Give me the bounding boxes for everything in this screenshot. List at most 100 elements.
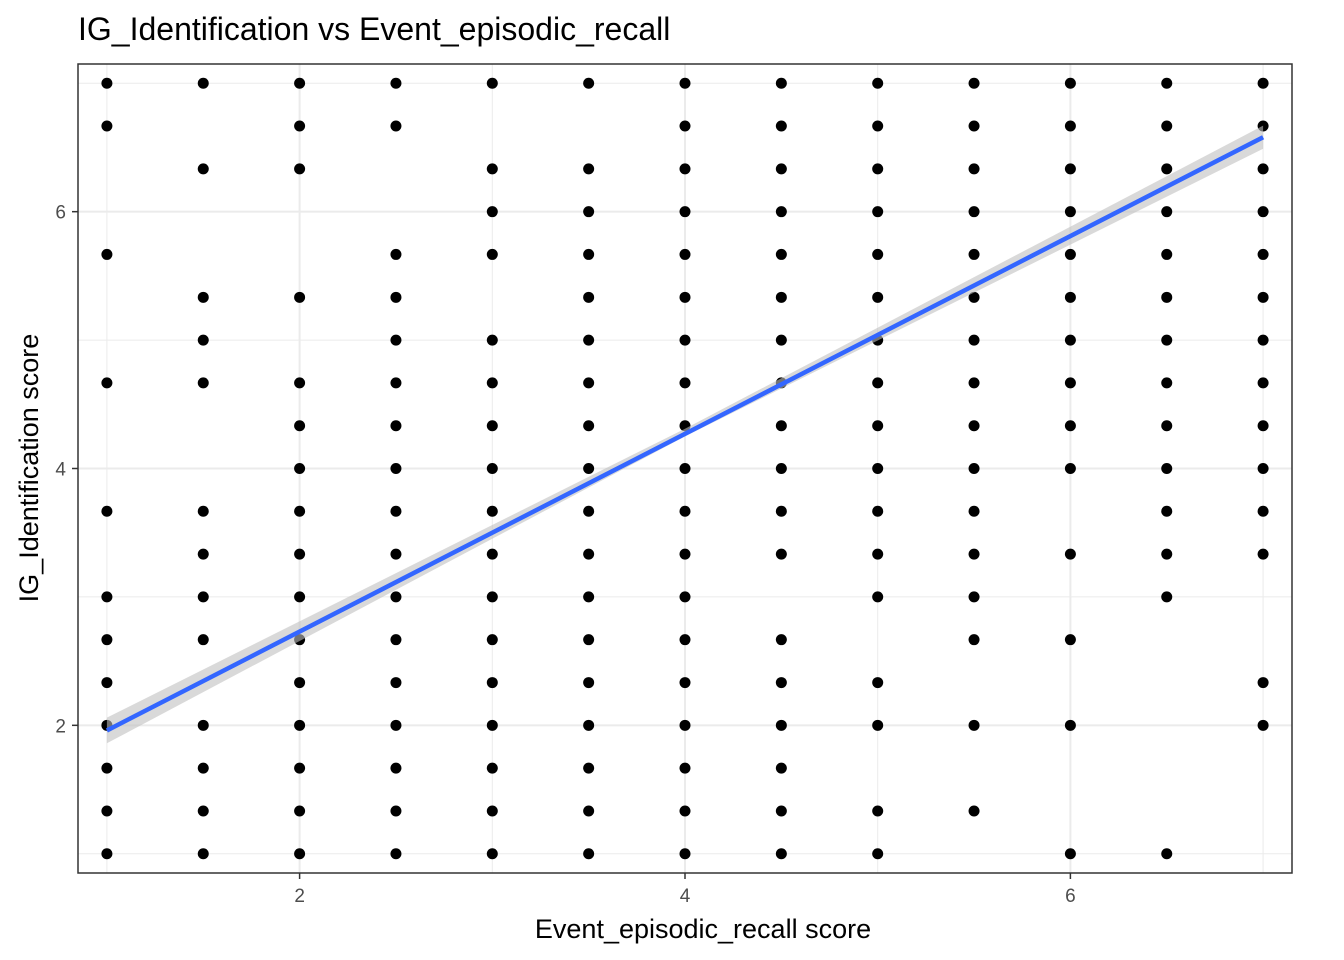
data-point (872, 591, 884, 603)
data-point (1257, 505, 1269, 517)
data-point (294, 377, 306, 389)
data-point (775, 677, 787, 689)
data-point (1161, 420, 1173, 432)
data-point (1161, 206, 1173, 218)
data-point (583, 463, 595, 474)
data-point (1064, 291, 1076, 303)
data-point (968, 377, 980, 389)
data-point (583, 505, 595, 517)
data-point (486, 719, 498, 731)
data-point (1064, 248, 1076, 260)
data-point (872, 291, 884, 303)
data-point (872, 677, 884, 689)
data-point (486, 248, 498, 260)
data-point (679, 463, 691, 474)
data-point (1161, 334, 1173, 346)
data-point (1257, 719, 1269, 731)
data-point (679, 719, 691, 731)
data-point (775, 206, 787, 218)
data-point (968, 420, 980, 432)
data-point (1064, 334, 1076, 346)
data-point (390, 719, 402, 731)
data-point (872, 420, 884, 432)
data-point (775, 248, 787, 260)
data-point (101, 805, 113, 817)
data-point (294, 505, 306, 517)
data-point (197, 334, 209, 346)
data-point (775, 291, 787, 303)
y-tick-label: 6 (55, 203, 66, 224)
data-point (390, 505, 402, 517)
data-point (583, 377, 595, 389)
data-point (1064, 163, 1076, 175)
data-point (968, 334, 980, 346)
data-point (968, 805, 980, 817)
data-point (583, 77, 595, 89)
data-point (1257, 77, 1269, 89)
data-point (294, 719, 306, 731)
data-point (486, 334, 498, 346)
data-point (1161, 291, 1173, 303)
data-point (679, 248, 691, 260)
data-point (1257, 377, 1269, 389)
data-point (294, 163, 306, 175)
data-point (872, 377, 884, 389)
data-point (1257, 334, 1269, 346)
data-point (1064, 206, 1076, 218)
data-point (486, 505, 498, 517)
data-point (294, 291, 306, 303)
data-point (294, 420, 306, 432)
data-point (1257, 291, 1269, 303)
data-point (583, 163, 595, 175)
data-point (583, 848, 595, 860)
data-point (968, 719, 980, 731)
data-point (101, 77, 113, 89)
data-point (872, 548, 884, 560)
y-tick-label: 4 (55, 460, 66, 481)
y-tick-label: 2 (55, 716, 66, 737)
data-point (1161, 463, 1173, 474)
data-point (872, 206, 884, 218)
data-point (294, 463, 306, 474)
data-point (775, 719, 787, 731)
data-point (486, 805, 498, 817)
data-point (1064, 719, 1076, 731)
data-point (1161, 377, 1173, 389)
data-point (872, 848, 884, 860)
data-point (486, 591, 498, 603)
data-point (390, 120, 402, 132)
data-point (197, 848, 209, 860)
data-point (294, 848, 306, 860)
data-point (1064, 634, 1076, 646)
data-point (775, 120, 787, 132)
data-point (775, 163, 787, 175)
data-point (679, 206, 691, 218)
data-point (679, 677, 691, 689)
data-point (872, 120, 884, 132)
data-point (197, 634, 209, 646)
data-point (197, 377, 209, 389)
data-point (1064, 77, 1076, 89)
data-point (872, 248, 884, 260)
data-point (1064, 377, 1076, 389)
data-point (101, 505, 113, 517)
data-point (679, 163, 691, 175)
plot-panel: 2 4 6 2 4 6 (55, 63, 1293, 907)
data-point (101, 634, 113, 646)
data-point (968, 291, 980, 303)
data-point (1064, 420, 1076, 432)
data-point (197, 505, 209, 517)
data-point (1161, 163, 1173, 175)
data-point (390, 420, 402, 432)
data-point (486, 548, 498, 560)
data-point (294, 762, 306, 774)
data-point (197, 591, 209, 603)
data-point (775, 762, 787, 774)
x-axis-label: Event_episodic_recall score (535, 914, 871, 944)
data-point (679, 805, 691, 817)
data-point (390, 634, 402, 646)
data-point (390, 805, 402, 817)
data-point (1257, 420, 1269, 432)
data-point (775, 334, 787, 346)
data-point (1064, 848, 1076, 860)
